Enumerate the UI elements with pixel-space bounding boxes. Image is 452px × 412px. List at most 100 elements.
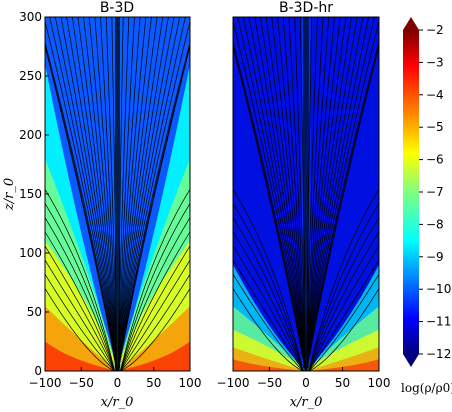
streamline [45, 203, 115, 371]
streamline [105, 17, 118, 371]
colorbar-tick-label: −6 [426, 153, 444, 167]
heatmap-right [233, 17, 379, 371]
streamline [117, 17, 181, 371]
streamline [306, 17, 318, 371]
streamline [233, 231, 304, 371]
streamline [45, 41, 118, 371]
x-axis-label-right: x/r_0 [290, 395, 323, 410]
x-ticks-left: −100 −50 0 50 100 [29, 367, 202, 390]
streamline [308, 231, 379, 371]
streamline [71, 17, 118, 371]
streamline [60, 17, 118, 371]
streamline [308, 259, 379, 371]
streamline [117, 17, 164, 371]
streamline [306, 19, 379, 371]
streamline [45, 231, 115, 371]
streamline [117, 17, 147, 371]
streamline [308, 288, 379, 371]
density-band [233, 359, 306, 371]
x-tick-label: 0 [302, 376, 310, 390]
x-tick-label: 50 [335, 376, 350, 390]
streamline [83, 17, 118, 371]
streamline [45, 217, 115, 371]
streamline [117, 17, 130, 371]
x-axis-label-left: x/r_0 [101, 395, 134, 410]
streamline [233, 203, 304, 371]
density-band [306, 359, 379, 371]
streamline [254, 17, 306, 371]
streamline [306, 17, 347, 371]
streamline [120, 245, 190, 371]
streamline [120, 217, 190, 371]
streamline [88, 17, 118, 371]
streamline [233, 19, 306, 371]
y-axis-label: z/r_0 [2, 178, 17, 211]
streamline [306, 17, 352, 371]
streamline [277, 17, 306, 371]
streamline [265, 17, 306, 371]
x-tick-label: −100 [217, 376, 250, 390]
streamline [233, 43, 306, 371]
density-band [45, 341, 118, 371]
streamline [308, 189, 379, 371]
streamlines-left [45, 17, 190, 371]
colorbar-tick-label: −8 [426, 217, 444, 231]
streamline [248, 17, 306, 371]
panel-title-right: B-3D-hr [279, 0, 333, 16]
streamline [306, 17, 335, 371]
streamline [117, 17, 175, 371]
streamline [45, 44, 118, 371]
y-ticks-left: 0 50 100 150 200 250 300 [19, 10, 49, 378]
streamline [117, 17, 169, 371]
streamline [45, 245, 115, 371]
streamline [233, 217, 304, 371]
streamline [233, 41, 306, 371]
streamline [233, 259, 304, 371]
streamline [45, 43, 118, 371]
colorbar-label: log(ρ/ρ0) [401, 381, 452, 395]
streamline [237, 17, 306, 371]
streamline [117, 17, 186, 371]
density-band [117, 341, 190, 371]
streamline [117, 19, 190, 371]
colorbar-tick-label: −3 [426, 55, 444, 69]
streamline [120, 259, 190, 371]
streamline [49, 17, 118, 371]
streamline [306, 17, 369, 371]
heatmap-left [45, 17, 190, 371]
streamline [77, 17, 118, 371]
y-tick-label: 300 [19, 10, 42, 24]
colorbar-tick-label: −10 [426, 282, 451, 296]
streamline [233, 189, 304, 371]
y-tick-label: 0 [34, 364, 42, 378]
streamline [233, 288, 304, 371]
colorbar-tick-label: −5 [426, 120, 444, 134]
x-tick-label: −50 [257, 376, 282, 390]
colorbar-gradient [403, 30, 419, 354]
streamline [120, 274, 190, 371]
streamline [117, 44, 190, 371]
y-tick-label: 250 [19, 69, 42, 83]
streamline [306, 43, 379, 371]
streamline [45, 259, 115, 371]
streamline [117, 17, 158, 371]
colorbar-tick-label: −2 [426, 23, 444, 37]
streamline [294, 17, 306, 371]
heatmap-left-field [45, 17, 190, 371]
streamline [308, 203, 379, 371]
colorbar-tick-label: −11 [426, 315, 451, 329]
x-tick-label: −50 [69, 376, 94, 390]
streamline [233, 245, 304, 371]
streamline [120, 189, 190, 371]
streamline [45, 189, 115, 371]
streamline [120, 288, 190, 371]
x-tick-label: 100 [179, 376, 202, 390]
x-tick-label: 100 [368, 376, 391, 390]
streamline [54, 17, 118, 371]
x-tick-label: −100 [29, 376, 62, 390]
streamline [45, 274, 115, 371]
streamline [120, 203, 190, 371]
y-tick-label: 150 [19, 187, 42, 201]
x-tick-label: 0 [114, 376, 122, 390]
